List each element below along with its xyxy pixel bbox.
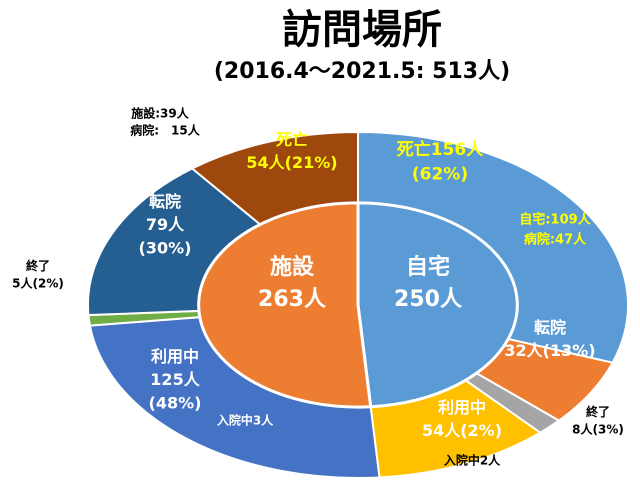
inner-label: 施設 [270, 254, 315, 280]
outer-label: 終了 [26, 258, 50, 273]
outer-label-part: 利用中 [438, 398, 486, 417]
inner-label-part: 263人 [258, 287, 326, 312]
outer-label-part: (21%) [285, 153, 338, 172]
outer-label: 転院 [149, 192, 181, 211]
annotation: 自宅:109人 [519, 212, 591, 228]
outer-label: (30%) [139, 238, 192, 257]
outer-label-part: (13%) [543, 341, 596, 360]
outer-label-part: 125人 [150, 370, 200, 389]
annotation: 病院:47人 [524, 232, 587, 248]
outer-label-part: 156人 [431, 140, 484, 160]
inner-label-part: 250人 [394, 287, 462, 312]
inner-segment [197, 201, 373, 409]
annotation: 施設:39人 [131, 106, 189, 121]
outer-label: 転院 [534, 318, 566, 337]
outer-label: 利用中 [151, 347, 199, 366]
outer-label-part: (48%) [149, 393, 202, 412]
outer-label: (48%) [149, 393, 202, 412]
outer-label-part: 終了 [586, 404, 610, 419]
inner-segment [356, 201, 519, 409]
outer-label: 5人(2%) [12, 275, 64, 290]
outer-label-part: 32人 [504, 341, 543, 360]
chart-subtitle: (2016.4～2021.5: 513人) [214, 59, 510, 84]
outer-label: 54人(21%) [246, 153, 337, 172]
outer-label-part: (2%) [460, 421, 502, 440]
annotation: 入院中2人 [444, 453, 501, 468]
inner-label: 263人 [258, 287, 326, 312]
outer-label-part: (3%) [593, 422, 624, 436]
outer-label-part: 死亡 [276, 130, 308, 149]
outer-label: 利用中 [438, 398, 486, 417]
inner-label: 自宅 [406, 254, 450, 280]
inner-label-part: 施設 [270, 254, 315, 280]
outer-label-part: 死亡 [397, 139, 431, 160]
outer-label-part: (62%) [412, 165, 468, 185]
annotation: 入院中3人 [217, 413, 274, 428]
outer-label-part: 8人 [572, 421, 593, 436]
outer-label: 79人 [146, 215, 185, 234]
outer-label-part: 5人 [12, 275, 33, 290]
outer-label-part: 終了 [26, 258, 50, 273]
outer-label: 8人(3%) [572, 421, 624, 436]
annotation: 病院: 15人 [130, 123, 200, 138]
outer-label: 死亡 [276, 130, 308, 149]
outer-label-part: (30%) [139, 238, 192, 257]
outer-label-part: 転院 [534, 318, 566, 337]
outer-label: 死亡156人 [397, 139, 484, 160]
outer-label: 終了 [586, 404, 610, 419]
outer-label: 32人(13%) [504, 341, 595, 360]
outer-label-part: 54人 [422, 421, 461, 440]
outer-label-part: (2%) [33, 276, 64, 290]
outer-label-part: 利用中 [151, 347, 199, 366]
chart-title: 訪問場所 [282, 7, 442, 53]
outer-label: 125人 [150, 370, 200, 389]
outer-label: 54人(2%) [422, 421, 502, 440]
outer-label: (62%) [412, 165, 468, 185]
outer-label-part: 54人 [246, 153, 285, 172]
inner-label-part: 自宅 [406, 254, 450, 280]
outer-label-part: 79人 [146, 215, 185, 234]
inner-label: 250人 [394, 287, 462, 312]
outer-label-part: 転院 [149, 192, 181, 211]
